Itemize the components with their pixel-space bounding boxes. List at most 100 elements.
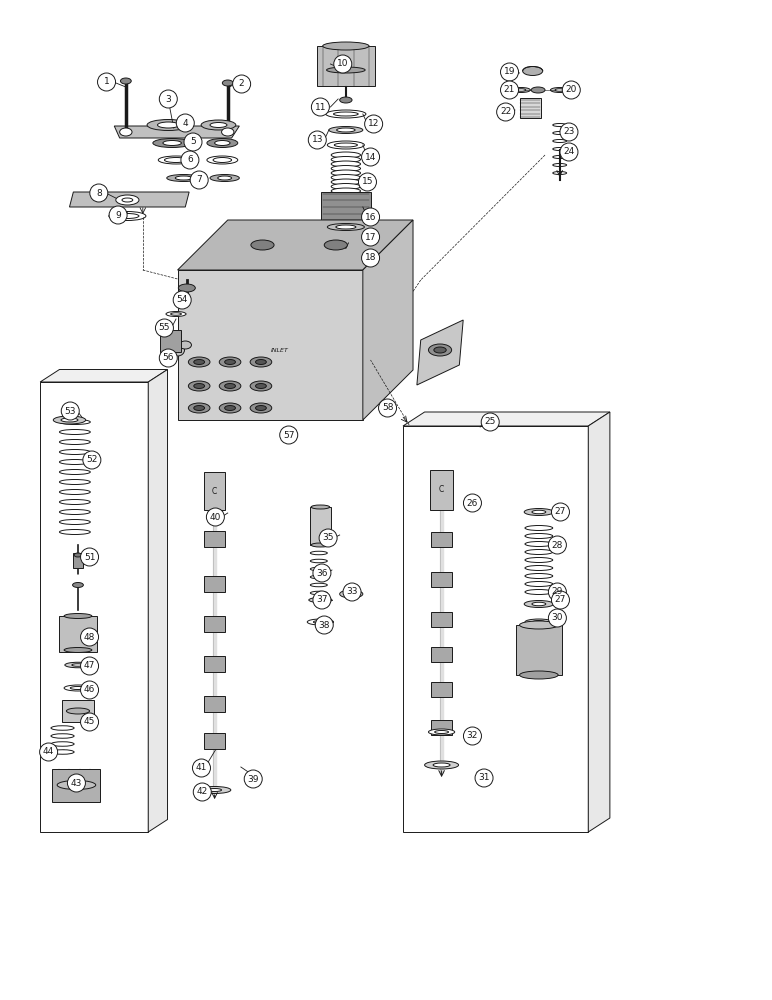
Ellipse shape <box>64 648 92 652</box>
Ellipse shape <box>66 708 90 714</box>
Text: 21: 21 <box>504 86 515 95</box>
Ellipse shape <box>525 566 553 570</box>
Polygon shape <box>148 369 168 832</box>
Text: 7: 7 <box>196 176 202 184</box>
Circle shape <box>184 133 202 151</box>
Ellipse shape <box>340 97 352 103</box>
Text: 27: 27 <box>555 595 566 604</box>
Ellipse shape <box>327 141 364 149</box>
Ellipse shape <box>59 489 90 494</box>
Polygon shape <box>403 412 610 426</box>
Ellipse shape <box>194 406 205 410</box>
Text: 29: 29 <box>552 587 563 596</box>
Text: 1: 1 <box>103 78 110 87</box>
Bar <box>317 46 375 86</box>
Ellipse shape <box>109 212 146 221</box>
Ellipse shape <box>250 403 272 413</box>
Bar <box>516 625 562 675</box>
Polygon shape <box>178 270 363 420</box>
Text: 22: 22 <box>500 107 511 116</box>
Ellipse shape <box>194 360 205 364</box>
Ellipse shape <box>171 344 185 356</box>
Ellipse shape <box>175 176 192 180</box>
Ellipse shape <box>53 416 86 424</box>
Ellipse shape <box>331 165 361 172</box>
Ellipse shape <box>59 440 90 444</box>
Text: C: C <box>212 487 217 495</box>
Ellipse shape <box>425 761 459 769</box>
Circle shape <box>80 713 99 731</box>
Circle shape <box>80 628 99 646</box>
Ellipse shape <box>59 460 90 464</box>
Text: 58: 58 <box>382 403 393 412</box>
Ellipse shape <box>309 597 332 602</box>
Ellipse shape <box>219 357 241 367</box>
Circle shape <box>190 171 208 189</box>
Circle shape <box>548 536 567 554</box>
Ellipse shape <box>64 685 92 691</box>
Ellipse shape <box>327 224 364 231</box>
Ellipse shape <box>207 138 238 147</box>
Ellipse shape <box>553 123 567 126</box>
Ellipse shape <box>64 574 92 585</box>
Ellipse shape <box>61 418 78 422</box>
Text: 4: 4 <box>182 118 188 127</box>
Circle shape <box>159 349 178 367</box>
Ellipse shape <box>256 406 266 410</box>
Ellipse shape <box>188 357 210 367</box>
Ellipse shape <box>525 550 553 554</box>
Ellipse shape <box>327 67 365 73</box>
Ellipse shape <box>550 88 569 93</box>
Ellipse shape <box>331 184 361 190</box>
Circle shape <box>176 114 195 132</box>
Ellipse shape <box>331 174 361 180</box>
Ellipse shape <box>65 662 91 668</box>
Ellipse shape <box>222 80 233 86</box>
Text: 41: 41 <box>196 764 207 772</box>
Ellipse shape <box>210 122 227 127</box>
Ellipse shape <box>512 88 530 93</box>
Ellipse shape <box>194 383 205 388</box>
Text: 25: 25 <box>485 418 496 426</box>
Circle shape <box>560 143 578 161</box>
Ellipse shape <box>315 599 326 601</box>
Bar <box>204 696 225 712</box>
Text: 40: 40 <box>210 512 221 522</box>
Ellipse shape <box>158 156 194 164</box>
Ellipse shape <box>72 664 84 666</box>
Circle shape <box>334 55 352 73</box>
Text: 32: 32 <box>467 732 478 740</box>
Ellipse shape <box>201 120 236 130</box>
Ellipse shape <box>331 188 361 194</box>
Ellipse shape <box>553 147 567 150</box>
Text: 5: 5 <box>190 137 196 146</box>
Circle shape <box>308 131 327 149</box>
Ellipse shape <box>531 87 545 93</box>
Ellipse shape <box>250 381 272 391</box>
Ellipse shape <box>147 119 190 130</box>
Ellipse shape <box>329 126 363 133</box>
Ellipse shape <box>553 163 567 166</box>
Ellipse shape <box>313 620 327 624</box>
Circle shape <box>475 769 493 787</box>
Bar <box>431 682 452 697</box>
Circle shape <box>192 759 211 777</box>
Polygon shape <box>178 220 413 270</box>
Text: 2: 2 <box>239 80 245 89</box>
Ellipse shape <box>428 729 455 735</box>
Text: 28: 28 <box>552 540 563 550</box>
Text: 36: 36 <box>317 568 327 578</box>
Circle shape <box>232 75 251 93</box>
Bar <box>204 472 225 510</box>
Ellipse shape <box>59 419 90 424</box>
Circle shape <box>361 228 380 246</box>
Ellipse shape <box>553 139 567 142</box>
Text: 17: 17 <box>365 232 376 241</box>
Polygon shape <box>69 192 189 207</box>
Ellipse shape <box>532 602 546 606</box>
Circle shape <box>343 583 361 601</box>
Circle shape <box>244 770 262 788</box>
Ellipse shape <box>340 590 363 598</box>
Circle shape <box>500 63 519 81</box>
Text: 30: 30 <box>552 613 563 622</box>
